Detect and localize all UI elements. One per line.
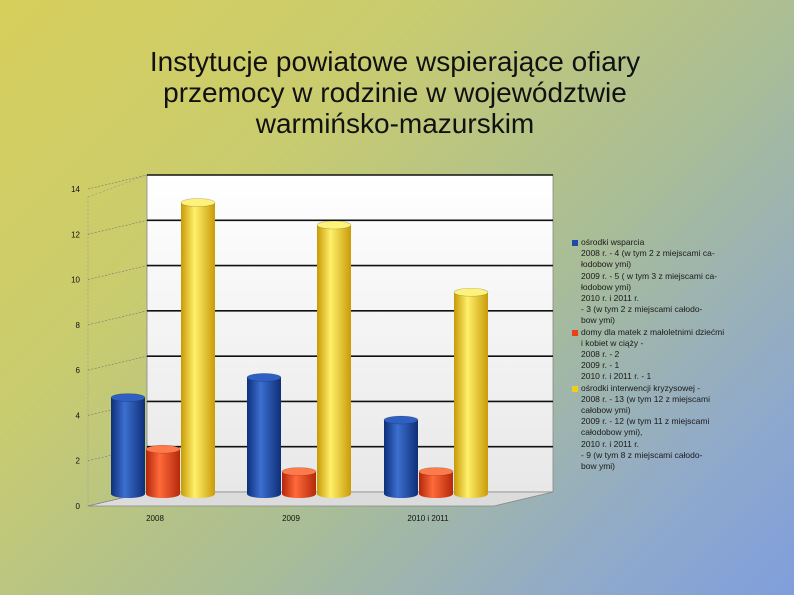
bar bbox=[419, 471, 453, 494]
bar-top bbox=[418, 467, 454, 476]
bar bbox=[384, 420, 418, 494]
x-tick-label: 2009 bbox=[282, 514, 300, 523]
legend-text: domy dla matek z małoletnimi dziećmi bbox=[581, 326, 725, 337]
legend-text: 2009 r. - 5 ( w tym 3 z miejscami ca- bbox=[581, 270, 718, 281]
x-tick-label: 2008 bbox=[146, 514, 164, 523]
y-tick-label: 6 bbox=[76, 366, 81, 375]
gridline-perspective bbox=[87, 310, 148, 326]
legend-text: i kobiet w ciąży - bbox=[581, 337, 644, 348]
bar-top bbox=[281, 467, 317, 476]
legend-text: 2009 r. - 1 bbox=[581, 360, 620, 371]
y-tick-label: 2 bbox=[76, 457, 81, 466]
legend-text: 2008 r. - 13 (w tym 12 z miejscami bbox=[581, 393, 710, 404]
legend-text: łodobow ymi) bbox=[581, 259, 632, 270]
bar bbox=[317, 225, 351, 494]
bar bbox=[282, 471, 316, 494]
bar-base bbox=[181, 490, 215, 498]
legend-text: całodobow ymi), bbox=[581, 427, 643, 438]
gridline-perspective bbox=[87, 174, 148, 190]
legend-text: łodobow ymi) bbox=[581, 281, 632, 292]
legend-entry: domy dla matek z małoletnimi dziećmi i ko… bbox=[572, 326, 725, 383]
bar bbox=[454, 292, 488, 494]
y-tick-label: 4 bbox=[76, 411, 81, 420]
bar-top bbox=[316, 220, 352, 230]
legend-text: - 3 (w tym 2 z miejscami całodo- bbox=[581, 304, 703, 315]
bar bbox=[111, 397, 145, 494]
legend-text: całobow ymi) bbox=[581, 405, 631, 416]
bar-top bbox=[383, 415, 419, 425]
legend-swatch bbox=[572, 385, 578, 392]
bar-base bbox=[111, 490, 145, 498]
y-tick-label: 8 bbox=[76, 321, 81, 330]
legend-text: ośrodki wsparcia bbox=[581, 237, 645, 247]
legend-swatch bbox=[572, 240, 578, 246]
legend-text: - 9 (w tym 8 z miejscami całodo- bbox=[581, 449, 703, 460]
bar-top bbox=[110, 393, 146, 402]
bar-top bbox=[453, 287, 489, 297]
bar bbox=[181, 202, 215, 494]
legend-text: 2010 r. i 2011 r. bbox=[581, 438, 639, 449]
slide-title: Instytucje powiatowe wspierające ofiary … bbox=[149, 46, 641, 139]
bar-base bbox=[384, 490, 418, 498]
bar-base bbox=[317, 490, 351, 498]
legend-text: 2008 r. - 2 bbox=[581, 349, 620, 360]
bar-top bbox=[145, 444, 181, 454]
x-tick-label: 2010 i 2011 bbox=[407, 514, 449, 523]
gridline-perspective bbox=[87, 355, 148, 371]
legend-text: ośrodki interwencji kryzysowej - bbox=[581, 382, 701, 393]
bar-base bbox=[247, 490, 281, 498]
y-tick-label: 14 bbox=[71, 185, 80, 194]
bar-top bbox=[180, 198, 216, 207]
legend-entry: ośrodki wsparcia 2008 r. - 4 (w tym 2 z m… bbox=[572, 237, 722, 327]
legend-text: 2008 r. - 4 (w tym 2 z miejscami ca- bbox=[581, 248, 715, 259]
legend-text: bow ymi) bbox=[581, 461, 616, 472]
legend-text: 2010 r. i 2011 r. - 1 bbox=[581, 371, 652, 382]
bar bbox=[146, 449, 180, 494]
legend-text: 2009 r. - 12 (w tym 11 z miejscami bbox=[581, 416, 710, 427]
bar-top bbox=[246, 373, 282, 382]
legend-text: bow ymi) bbox=[581, 315, 616, 326]
bar bbox=[247, 377, 281, 494]
bar-base bbox=[454, 490, 488, 498]
chart-side-wall bbox=[87, 174, 148, 507]
y-tick-label: 12 bbox=[71, 230, 80, 239]
y-tick-label: 10 bbox=[71, 276, 80, 285]
legend-entry: ośrodki interwencji kryzysowej -2008 r. … bbox=[572, 383, 722, 473]
legend-swatch bbox=[572, 329, 578, 336]
gridline-perspective bbox=[87, 219, 148, 235]
y-tick-label: 0 bbox=[76, 502, 81, 511]
bar-base bbox=[282, 490, 316, 498]
gridline-perspective bbox=[87, 265, 148, 280]
bar-base bbox=[419, 490, 453, 498]
chart-legend: ośrodki wsparcia 2008 r. - 4 (w tym 2 z m… bbox=[572, 237, 725, 473]
legend-text: 2010 r. i 2011 r. bbox=[581, 293, 639, 304]
bar-base bbox=[146, 490, 180, 498]
